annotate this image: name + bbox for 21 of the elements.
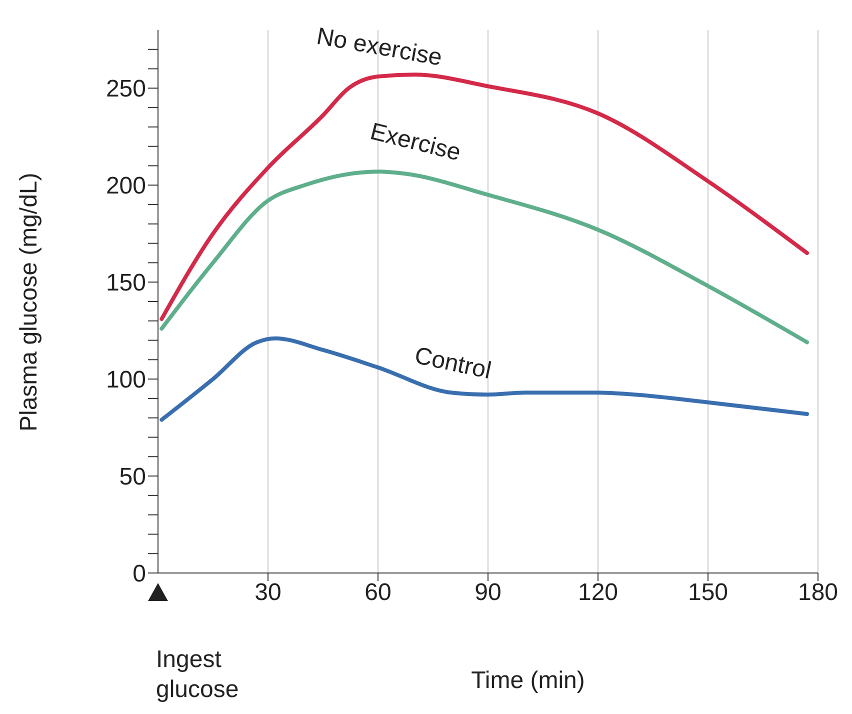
- y-tick-label: 200: [106, 172, 146, 200]
- x-tick-label: 120: [578, 579, 618, 606]
- y-tick-label: 0: [132, 560, 146, 588]
- y-tick-label: 50: [119, 464, 146, 491]
- text: Exercise: [368, 118, 464, 166]
- x-axis-title: Time (min): [471, 667, 585, 694]
- line-series: [160, 72, 809, 321]
- line-series: [160, 336, 809, 422]
- y-tick-label: 100: [106, 366, 146, 394]
- x-tick-label: 30: [254, 579, 282, 606]
- y-tick-label: 150: [106, 270, 146, 297]
- x-tick-label: 90: [474, 579, 502, 606]
- x-tick-label: 150: [688, 579, 728, 606]
- y-axis-title: Plasma glucose (mg/dL): [16, 172, 43, 432]
- text: Ingest glucose: [156, 645, 240, 705]
- x-tick-label: 180: [798, 579, 838, 606]
- y-tick-label: 250: [106, 76, 146, 103]
- x-tick-label: 60: [364, 579, 392, 606]
- text: No exercise: [314, 22, 444, 72]
- text: Control: [412, 342, 494, 385]
- line-series: [160, 170, 809, 344]
